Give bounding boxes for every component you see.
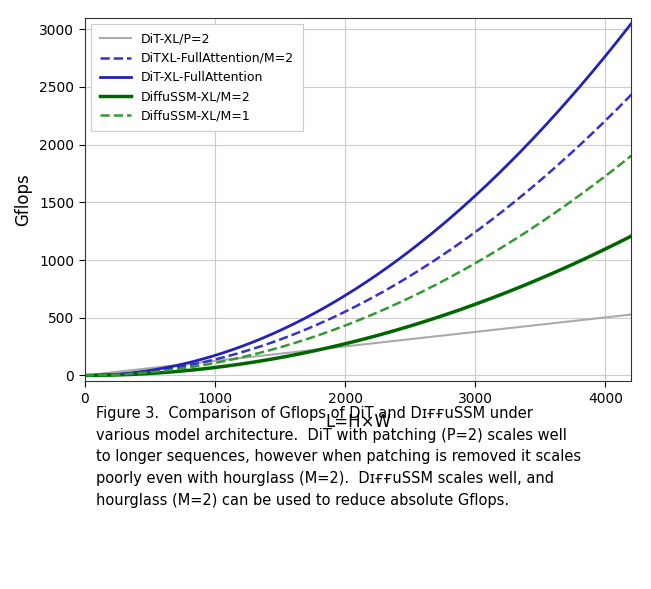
DiT-XL-FullAttention bbox=[346, 289, 354, 296]
DiffuSSM-XL/M=1 bbox=[611, 165, 619, 172]
DiT-XL/P=2 bbox=[346, 342, 354, 349]
Line: DiffuSSM-XL/M=1: DiffuSSM-XL/M=1 bbox=[85, 155, 631, 375]
DiT-XL/P=2 bbox=[628, 311, 635, 318]
Text: Figure 3.  Comparison of Gflops of DiT and DɪғғuSSM under
various model architec: Figure 3. Comparison of Gflops of DiT an… bbox=[96, 406, 581, 508]
DiT-XL-FullAttention bbox=[611, 40, 619, 47]
DiffuSSM-XL/M=1 bbox=[346, 320, 354, 327]
Line: DiffuSSM-XL/M=2: DiffuSSM-XL/M=2 bbox=[85, 236, 631, 375]
DiffuSSM-XL/M=2 bbox=[81, 372, 89, 379]
DiT-XL-FullAttention bbox=[332, 297, 340, 305]
Y-axis label: Gflops: Gflops bbox=[14, 173, 32, 226]
DiffuSSM-XL/M=2 bbox=[332, 342, 340, 349]
DiT-XL/P=2 bbox=[109, 369, 117, 376]
DiTXL-FullAttention/M=2 bbox=[628, 91, 635, 98]
DiT-XL-FullAttention bbox=[612, 40, 620, 47]
DiTXL-FullAttention/M=2 bbox=[612, 107, 620, 114]
DiffuSSM-XL/M=2 bbox=[109, 372, 117, 379]
DiTXL-FullAttention/M=2 bbox=[611, 107, 619, 114]
DiT-XL/P=2 bbox=[81, 372, 89, 379]
DiTXL-FullAttention/M=2 bbox=[332, 313, 340, 320]
DiT-XL-FullAttention bbox=[81, 372, 89, 379]
DiffuSSM-XL/M=1 bbox=[612, 164, 620, 171]
Line: DiT-XL/P=2: DiT-XL/P=2 bbox=[85, 315, 631, 375]
DiffuSSM-XL/M=1 bbox=[81, 372, 89, 379]
DiffuSSM-XL/M=2 bbox=[611, 240, 619, 247]
DiffuSSM-XL/M=1 bbox=[511, 236, 519, 243]
DiT-XL/P=2 bbox=[511, 324, 519, 331]
DiTXL-FullAttention/M=2 bbox=[346, 306, 354, 313]
Line: DiT-XL-FullAttention: DiT-XL-FullAttention bbox=[85, 23, 631, 375]
DiT-XL/P=2 bbox=[332, 344, 340, 351]
DiT-XL-FullAttention bbox=[511, 154, 519, 161]
DiffuSSM-XL/M=1 bbox=[109, 371, 117, 378]
DiT-XL-FullAttention bbox=[628, 19, 635, 27]
DiffuSSM-XL/M=2 bbox=[346, 339, 354, 346]
DiTXL-FullAttention/M=2 bbox=[81, 372, 89, 379]
DiTXL-FullAttention/M=2 bbox=[511, 198, 519, 205]
DiffuSSM-XL/M=2 bbox=[511, 286, 519, 293]
DiffuSSM-XL/M=1 bbox=[628, 152, 635, 159]
DiT-XL/P=2 bbox=[611, 313, 619, 320]
X-axis label: L=H×W: L=H×W bbox=[325, 412, 391, 431]
Legend: DiT-XL/P=2, DiTXL-FullAttention/M=2, DiT-XL-FullAttention, DiffuSSM-XL/M=2, Diff: DiT-XL/P=2, DiTXL-FullAttention/M=2, DiT… bbox=[91, 24, 303, 131]
DiffuSSM-XL/M=2 bbox=[612, 240, 620, 247]
DiT-XL-FullAttention bbox=[109, 371, 117, 378]
DiTXL-FullAttention/M=2 bbox=[109, 371, 117, 378]
DiffuSSM-XL/M=2 bbox=[628, 233, 635, 240]
Line: DiTXL-FullAttention/M=2: DiTXL-FullAttention/M=2 bbox=[85, 94, 631, 375]
DiT-XL/P=2 bbox=[612, 313, 620, 320]
DiffuSSM-XL/M=1 bbox=[332, 326, 340, 333]
